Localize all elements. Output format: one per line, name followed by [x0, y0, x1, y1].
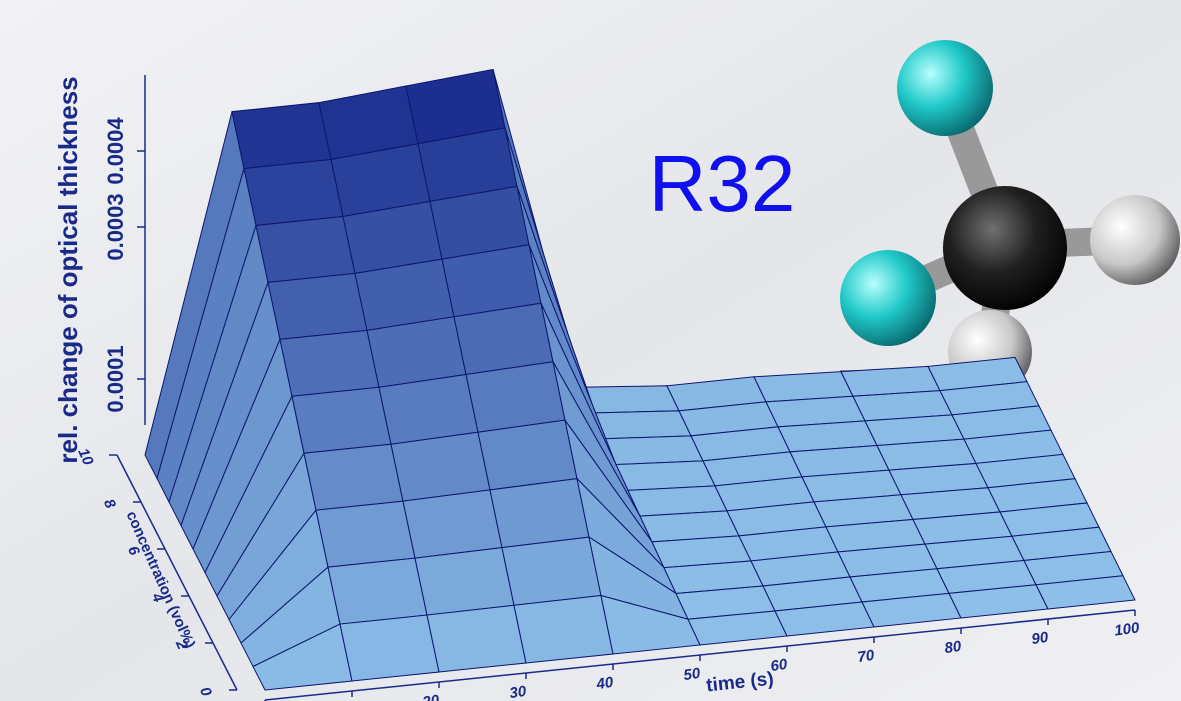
x-tick-label: 40	[594, 674, 615, 693]
x-tick-label: 80	[943, 638, 963, 657]
chart-title: R32	[649, 139, 796, 228]
surface-cell	[466, 362, 565, 433]
surface-cell	[328, 558, 427, 624]
surface-cell	[478, 420, 577, 490]
surface-cell	[232, 103, 331, 169]
x-tick-label: 70	[856, 647, 876, 666]
x-tick-label: 50	[682, 665, 702, 684]
surface-cell	[391, 432, 490, 501]
surface-cell	[490, 479, 589, 548]
surface-cell	[292, 387, 391, 453]
surface-cell	[592, 411, 691, 439]
surface-cell	[604, 436, 703, 465]
surface-cell	[580, 386, 679, 413]
x-tick-label: 20	[420, 692, 441, 701]
z-tick-label: 0.0001	[103, 345, 128, 412]
chart: 010203040506070809010002468100.00010.000…	[0, 0, 1181, 701]
surface-cell	[316, 501, 415, 567]
surface-cell	[280, 330, 379, 396]
surface-cell	[340, 615, 439, 681]
surface-cell	[427, 605, 526, 672]
surface-cell	[268, 273, 367, 339]
surface-cell	[244, 160, 343, 226]
surface-cell	[502, 537, 601, 605]
surface-cell	[256, 216, 355, 282]
surface-cell	[616, 461, 715, 490]
x-tick-label: 30	[508, 683, 528, 701]
x-tick-label: 90	[1030, 629, 1050, 648]
surface-cell	[514, 596, 613, 663]
surface-cell	[304, 444, 403, 510]
surface-cell	[403, 490, 502, 558]
z-axis-label: rel. change of optical thickness	[53, 76, 83, 463]
x-tick-label: 100	[1113, 619, 1141, 639]
surface-cell	[415, 548, 514, 615]
z-tick-label: 0.0004	[103, 117, 128, 185]
z-tick-label: 0.0003	[103, 193, 128, 260]
